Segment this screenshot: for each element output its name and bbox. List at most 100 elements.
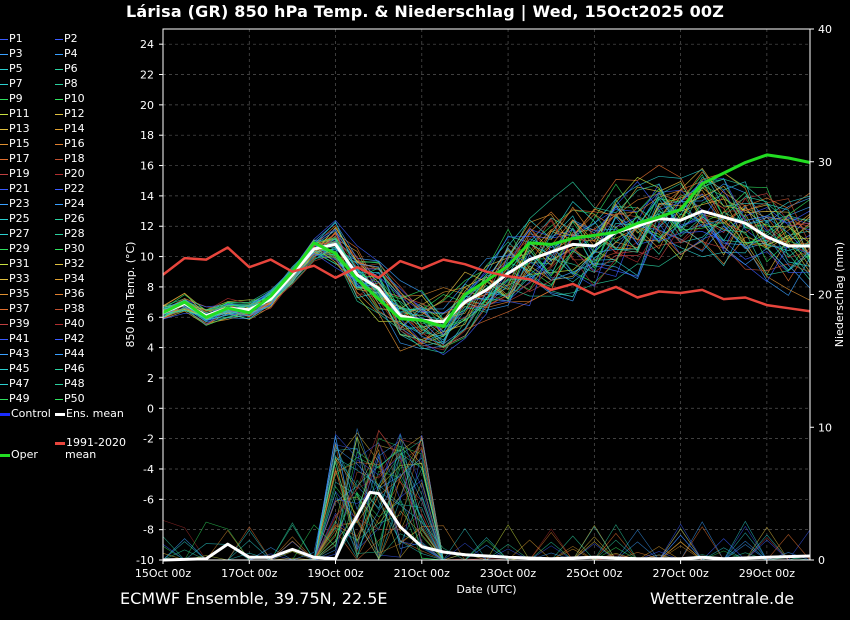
legend-swatch xyxy=(0,143,8,145)
member-temp-line xyxy=(162,174,811,348)
legend-label: P47 xyxy=(9,377,30,390)
y-right-tick-label: 30 xyxy=(818,156,832,169)
legend-swatch xyxy=(0,173,8,175)
legend-label: P4 xyxy=(64,47,78,60)
y-left-tick-label: 2 xyxy=(147,372,154,385)
y-right-tick-label: 40 xyxy=(818,23,832,36)
legend-swatch xyxy=(55,308,63,310)
legend-swatch xyxy=(55,441,65,445)
legend-swatch xyxy=(55,233,63,235)
legend-item: P21 xyxy=(0,183,30,195)
member-precip-line xyxy=(163,470,810,561)
legend-item: P44 xyxy=(55,348,85,360)
legend-label: P19 xyxy=(9,167,30,180)
legend-item: P14 xyxy=(55,123,85,135)
legend-swatch xyxy=(55,53,63,55)
legend-item: P45 xyxy=(0,363,30,375)
legend: P1 P2 P3 P4 P5 P6 P7 P8 P9 P10 P11 P12 P13 P14 P15 P16 P… xyxy=(0,33,135,473)
legend-swatch xyxy=(0,188,8,190)
legend-label: P13 xyxy=(9,122,30,135)
series-line xyxy=(162,153,811,328)
y-left-tick-label: -10 xyxy=(136,554,154,567)
legend-swatch xyxy=(0,203,8,205)
y-left-tick-label: 10 xyxy=(140,251,154,264)
legend-swatch xyxy=(0,158,8,160)
member-temp-line xyxy=(162,205,811,348)
legend-swatch xyxy=(0,83,8,85)
legend-item: P34 xyxy=(55,273,85,285)
legend-label: P34 xyxy=(64,272,85,285)
member-precip-line xyxy=(163,483,810,561)
legend-label: P16 xyxy=(64,137,85,150)
legend-label: P8 xyxy=(64,77,78,90)
y-left-tick-label: 6 xyxy=(147,311,154,324)
legend-item: P9 xyxy=(0,93,23,105)
legend-swatch xyxy=(55,398,63,400)
legend-item: P3 xyxy=(0,48,23,60)
legend-label: Control xyxy=(11,407,51,420)
legend-item: P18 xyxy=(55,153,85,165)
x-tick-label: 17Oct 00z xyxy=(221,567,278,580)
y-left-tick-label: 22 xyxy=(140,69,154,82)
legend-swatch xyxy=(0,338,8,340)
member-precip-line xyxy=(163,479,810,561)
legend-item: P37 xyxy=(0,303,30,315)
legend-swatch xyxy=(55,203,63,205)
legend-item: P19 xyxy=(0,168,30,180)
legend-swatch xyxy=(0,218,8,220)
legend-swatch xyxy=(0,128,8,130)
legend-swatch xyxy=(55,218,63,220)
member-precip-line xyxy=(163,439,810,561)
chart-title: Lárisa (GR) 850 hPa Temp. & Niederschlag… xyxy=(125,2,725,21)
legend-swatch xyxy=(0,412,10,416)
legend-label: P49 xyxy=(9,392,30,405)
legend-label: P35 xyxy=(9,287,30,300)
legend-swatch xyxy=(0,308,8,310)
legend-item: P1 xyxy=(0,33,23,45)
legend-item: P11 xyxy=(0,108,30,120)
legend-swatch xyxy=(0,323,8,325)
member-precip-line xyxy=(162,442,810,561)
x-tick-label: 23Oct 00z xyxy=(480,567,537,580)
legend-label: P21 xyxy=(9,182,30,195)
legend-label: P24 xyxy=(64,197,85,210)
member-temp-line xyxy=(162,188,811,317)
legend-item: P39 xyxy=(0,318,30,330)
legend-label: P33 xyxy=(9,272,30,285)
legend-label: P12 xyxy=(64,107,85,120)
legend-item: P12 xyxy=(55,108,85,120)
member-precip-line xyxy=(162,439,811,561)
legend-item-clim: 1991-2020 mean xyxy=(55,437,126,461)
member-precip-line xyxy=(163,457,810,561)
member-precip-line xyxy=(162,481,810,561)
x-tick-label: 25Oct 00z xyxy=(566,567,623,580)
legend-swatch xyxy=(55,412,65,416)
legend-item: P28 xyxy=(55,228,85,240)
legend-item: P22 xyxy=(55,183,85,195)
y-right-tick-label: 10 xyxy=(818,421,832,434)
legend-label: P50 xyxy=(64,392,85,405)
legend-label: P40 xyxy=(64,317,85,330)
legend-label: P22 xyxy=(64,182,85,195)
legend-item: P29 xyxy=(0,243,30,255)
y-left-tick-label: 4 xyxy=(147,342,154,355)
member-precip-line xyxy=(163,437,810,561)
legend-item-control: Control xyxy=(0,408,51,420)
x-tick-label: 19Oct 00z xyxy=(307,567,364,580)
legend-label: Ens. mean xyxy=(66,407,124,420)
member-temp-line xyxy=(162,172,811,352)
legend-label: P32 xyxy=(64,257,85,270)
legend-item: P23 xyxy=(0,198,30,210)
legend-item: P6 xyxy=(55,63,78,75)
legend-label: Oper xyxy=(11,448,38,461)
series-line xyxy=(162,490,811,562)
legend-label: P23 xyxy=(9,197,30,210)
legend-item: P32 xyxy=(55,258,85,270)
legend-item: P35 xyxy=(0,288,30,300)
legend-label: P31 xyxy=(9,257,30,270)
legend-item: P13 xyxy=(0,123,30,135)
y-left-tick-label: -6 xyxy=(143,493,154,506)
legend-label: P41 xyxy=(9,332,30,345)
legend-swatch xyxy=(0,53,8,55)
